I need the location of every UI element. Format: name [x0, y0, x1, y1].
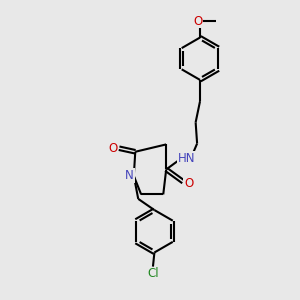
- Text: Cl: Cl: [147, 268, 159, 281]
- Text: N: N: [125, 169, 134, 182]
- Text: HN: HN: [178, 152, 196, 165]
- Text: O: O: [108, 142, 117, 155]
- Text: O: O: [184, 177, 193, 190]
- Text: O: O: [193, 14, 202, 28]
